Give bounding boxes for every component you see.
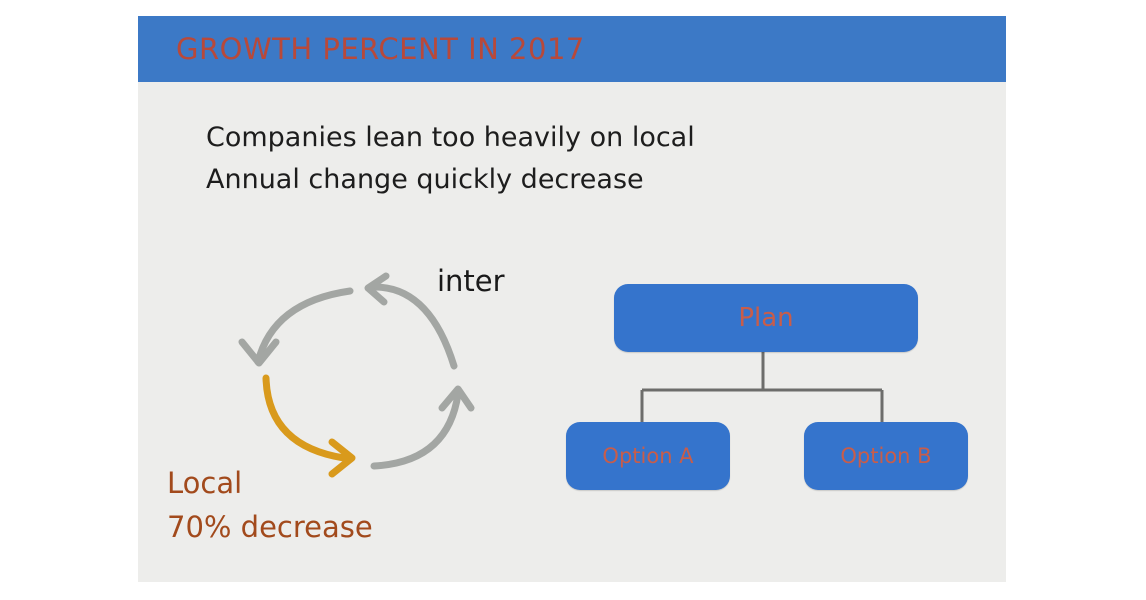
org-node-option-b: Option B [804, 422, 968, 490]
body-line-2: Annual change quickly decrease [206, 164, 644, 195]
cycle-label-local: Local [167, 466, 243, 500]
cycle-arrow-left [254, 287, 354, 366]
org-node-plan: Plan [614, 284, 918, 352]
org-chart-connectors [640, 352, 884, 422]
body-line-1: Companies lean too heavily on local [206, 122, 695, 153]
cycle-label-inter: inter [437, 264, 505, 298]
cycle-arrow-top [372, 283, 458, 370]
header-bar: GROWTH PERCENT IN 2017 [138, 16, 1006, 82]
cycle-diagram [238, 272, 475, 478]
diagram-canvas [238, 272, 884, 478]
cycle-arrowhead-top [364, 272, 390, 306]
cycle-arrowhead-bottom [438, 385, 475, 412]
cycle-arrowhead-left [238, 338, 280, 367]
slide: GROWTH PERCENT IN 2017 Companies lean to… [138, 16, 1006, 582]
slide-title: GROWTH PERCENT IN 2017 [176, 32, 585, 66]
org-node-option-a: Option A [566, 422, 730, 490]
cycle-arrow-local [262, 374, 348, 462]
cycle-arrow-bottom [370, 390, 462, 470]
cycle-arrowhead-local [328, 438, 356, 478]
cycle-label-local-value: 70% decrease [167, 510, 373, 544]
